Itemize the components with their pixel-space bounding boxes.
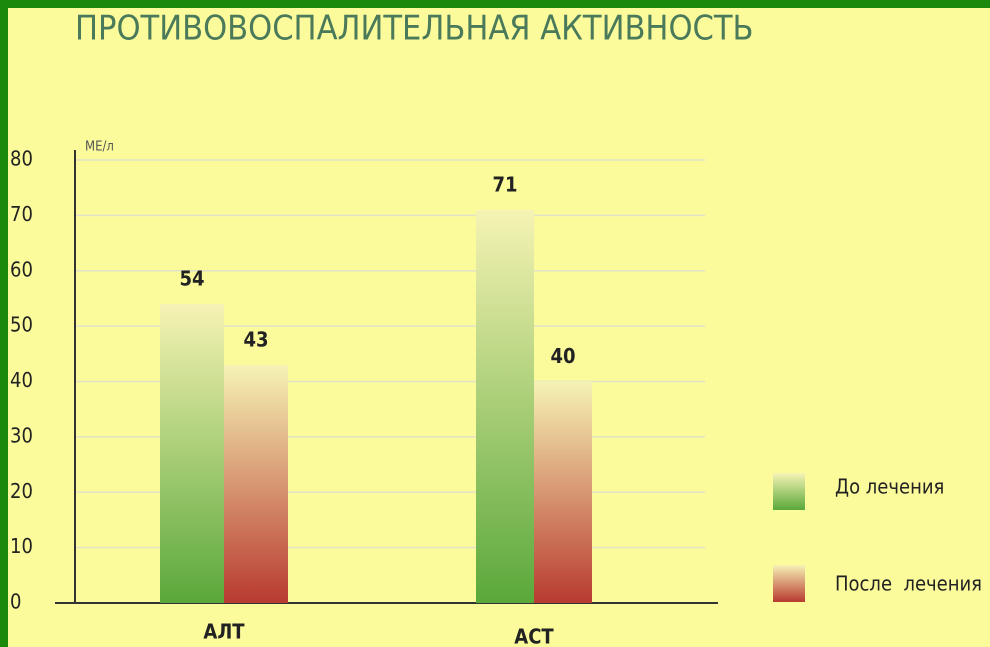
data-label: 43 [243,327,268,351]
legend-label: До лечения [835,475,944,499]
y-tick-label: 30 [10,423,33,447]
legend-swatch [773,565,805,602]
bar [476,209,534,603]
legend-label: После лечения [835,572,982,596]
bar [160,303,224,603]
y-axis-label: МЕ/л [85,140,114,155]
y-tick-label: 0 [10,590,21,614]
data-label: 40 [550,344,575,368]
y-tick-label: 80 [10,147,33,171]
bar [224,364,288,603]
y-tick-label: 20 [10,479,33,503]
chart-title: ПРОТИВОВОСПАЛИТЕЛЬНАЯ АКТИВНОСТЬ [75,9,754,49]
y-tick-label: 70 [10,202,33,226]
y-tick-label: 50 [10,313,33,337]
x-tick-label: АСТ [514,625,554,647]
y-tick-label: 40 [10,368,33,392]
legend-swatch [773,473,805,510]
y-tick-label: 10 [10,534,33,558]
y-tick-label: 60 [10,257,33,281]
data-label: 54 [179,266,204,290]
data-label: 71 [492,172,517,196]
bar [534,381,592,603]
x-tick-label: АЛТ [203,620,245,644]
